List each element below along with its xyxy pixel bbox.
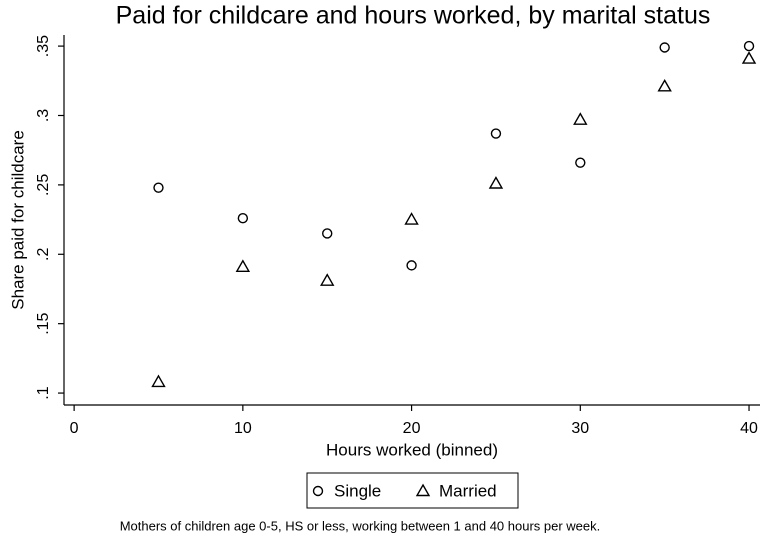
x-axis-label: Hours worked (binned): [326, 440, 498, 459]
point: [151, 374, 166, 388]
y-tick-label: .3: [35, 109, 52, 122]
legend-label: Single: [334, 481, 381, 500]
point: [657, 78, 672, 92]
point: [404, 212, 419, 225]
point: [573, 112, 588, 125]
y-tick-label: .1: [35, 386, 52, 399]
y-tick-label: .35: [35, 35, 52, 57]
y-tick-label: .15: [35, 312, 52, 334]
legend-marker: [312, 485, 324, 497]
x-tick-label: 0: [70, 420, 79, 437]
point: [406, 260, 417, 271]
point: [743, 40, 755, 52]
point: [488, 176, 504, 189]
x-tick-label: 20: [403, 420, 421, 437]
y-tick-label: .25: [35, 174, 52, 196]
x-tick-label: 10: [234, 420, 252, 437]
y-axis-label: Share paid for childcare: [8, 130, 27, 310]
point: [322, 228, 333, 239]
legend-box: [306, 472, 519, 509]
legend-label: Married: [439, 481, 497, 500]
point: [659, 42, 670, 53]
point: [153, 182, 164, 193]
x-tick-label: 40: [740, 420, 758, 437]
chart-title: Paid for childcare and hours worked, by …: [116, 2, 711, 30]
y-tick-label: .2: [35, 248, 52, 261]
note: Mothers of children age 0-5, HS or less,…: [120, 518, 601, 533]
point: [235, 259, 251, 272]
point: [575, 157, 586, 168]
x-tick-label: 30: [571, 420, 589, 437]
point: [320, 273, 335, 286]
point: [237, 212, 249, 224]
point: [490, 128, 502, 139]
legend-marker: [415, 483, 431, 497]
point: [741, 51, 757, 64]
